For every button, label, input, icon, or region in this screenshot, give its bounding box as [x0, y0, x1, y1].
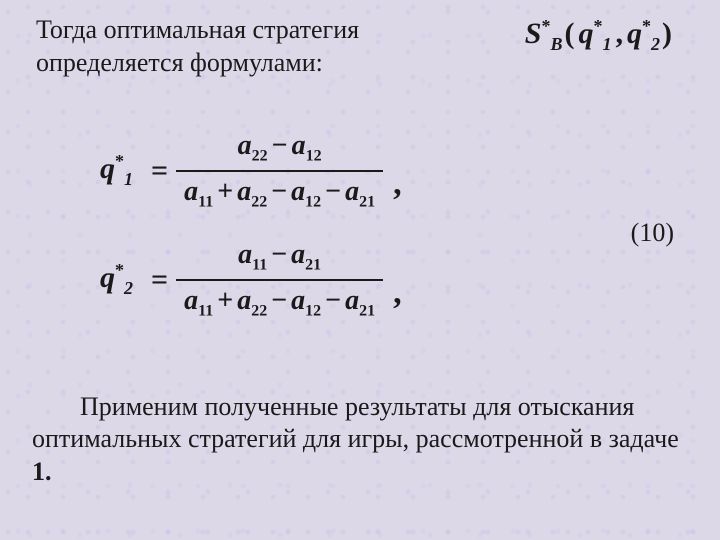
t: a [291, 176, 305, 207]
formula2-fraction: a11−a21 a11+a22−a12−a21 [176, 239, 383, 320]
strategy-sub: B [550, 34, 562, 54]
s: 12 [305, 193, 321, 210]
formula1-denominator: a11+a22−a12−a21 [176, 170, 383, 212]
formula-row-1: q*1 = a22−a12 a11+a22−a12−a21 , [100, 130, 660, 211]
outro-prefix: Применим полученные результаты для отыск… [32, 392, 679, 454]
s: 22 [252, 148, 268, 165]
o: − [271, 285, 287, 316]
o: + [217, 285, 233, 316]
paren-open: ( [565, 17, 575, 50]
f1-lhs-sup: * [115, 151, 124, 171]
t: a [237, 285, 251, 316]
outro-text: Применим полученные результаты для отыск… [32, 391, 688, 489]
t: a [238, 239, 252, 270]
arg1-sup: * [594, 16, 603, 36]
formula1-fraction: a22−a12 a11+a22−a12−a21 [176, 130, 383, 211]
comma-2: , [393, 274, 402, 320]
formula-row-2: q*2 = a11−a21 a11+a22−a12−a21 , [100, 239, 660, 320]
equals-2: = [151, 263, 168, 297]
t: a [238, 130, 252, 161]
t: a [291, 239, 305, 270]
formula2-denominator: a11+a22−a12−a21 [176, 279, 383, 321]
formula-area: q*1 = a22−a12 a11+a22−a12−a21 , q*2 = a1… [100, 130, 660, 348]
arg1-sub: 1 [603, 34, 612, 54]
arg1-base: q [579, 17, 594, 50]
f2-lhs-sup: * [115, 260, 124, 280]
s: 21 [305, 257, 321, 274]
strategy-sup: * [541, 16, 550, 36]
t: a [345, 285, 359, 316]
formula2-numerator: a11−a21 [230, 239, 329, 279]
f2-lhs-base: q [100, 261, 115, 294]
strategy-symbol: S*B(q*1,q*2) [525, 16, 672, 55]
t: a [292, 130, 306, 161]
s: 11 [198, 193, 213, 210]
o: + [217, 176, 233, 207]
formula2-lhs: q*2 [100, 260, 133, 299]
o: − [272, 130, 288, 161]
t: a [237, 176, 251, 207]
formula1-numerator: a22−a12 [230, 130, 330, 170]
o: − [271, 176, 287, 207]
s: 11 [198, 302, 213, 319]
equals-1: = [151, 154, 168, 188]
o: − [325, 176, 341, 207]
arg2-sub: 2 [651, 34, 660, 54]
o: − [271, 239, 287, 270]
comma-1: , [393, 165, 402, 211]
arg2-sup: * [642, 16, 651, 36]
paren-close: ) [662, 17, 672, 50]
intro-text-content: Тогда оптимальная стратегия определяется… [36, 15, 359, 77]
s: 12 [306, 148, 322, 165]
s: 22 [251, 193, 267, 210]
f1-lhs-sub: 1 [124, 169, 133, 189]
arg-sep: , [616, 17, 624, 50]
f1-lhs-base: q [100, 152, 115, 185]
t: a [291, 285, 305, 316]
s: 22 [251, 302, 267, 319]
intro-text: Тогда оптимальная стратегия определяется… [36, 14, 436, 79]
s: 11 [252, 257, 267, 274]
arg2-base: q [627, 17, 642, 50]
formula1-lhs: q*1 [100, 151, 133, 190]
s: 12 [305, 302, 321, 319]
s: 21 [359, 193, 375, 210]
f2-lhs-sub: 2 [124, 278, 133, 298]
s: 21 [359, 302, 375, 319]
strategy-base: S [525, 17, 542, 50]
equation-number: (10) [631, 218, 674, 248]
outro-bold: 1. [32, 457, 52, 486]
t: a [184, 176, 198, 207]
t: a [184, 285, 198, 316]
t: a [345, 176, 359, 207]
o: − [325, 285, 341, 316]
